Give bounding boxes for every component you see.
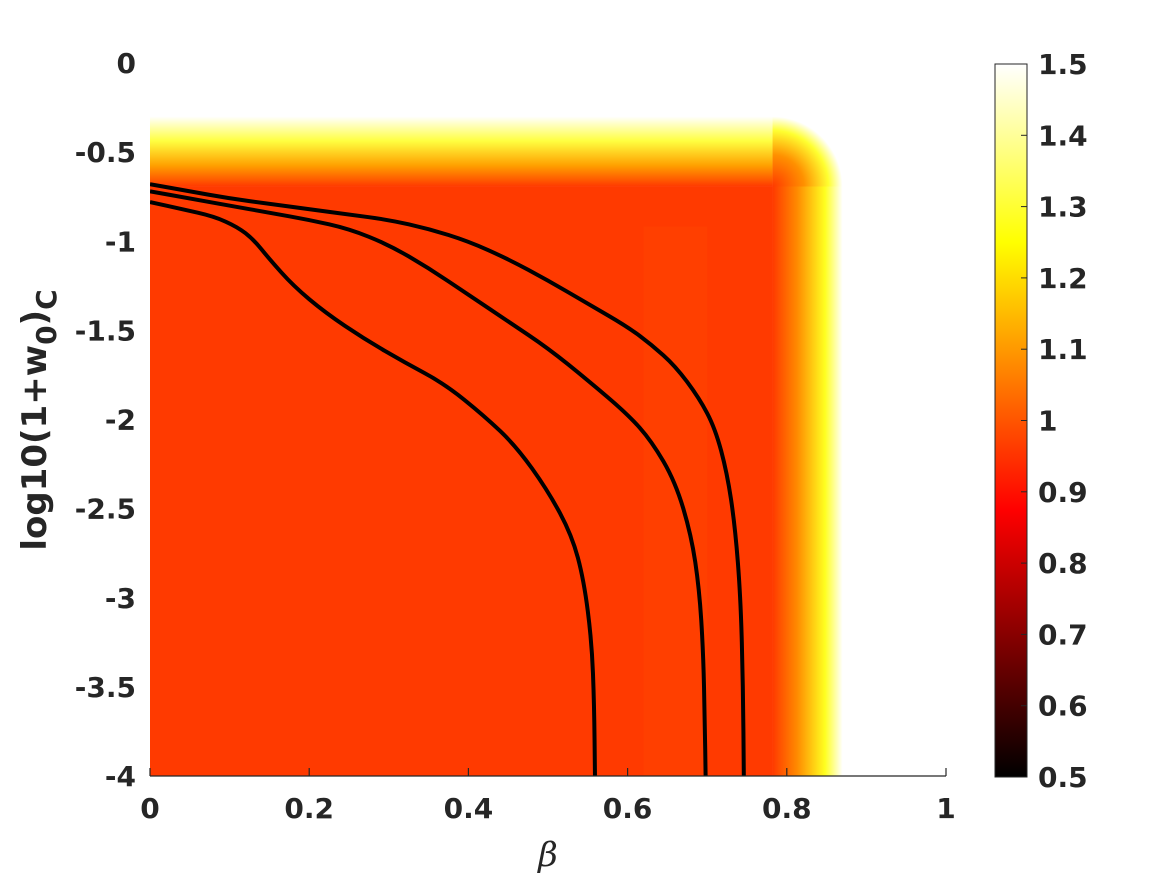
y-tick-label: -0.5 [75, 136, 136, 169]
x-tick-label: 0 [140, 792, 159, 825]
contour-line-3 [150, 200, 597, 776]
x-axis-label: β [536, 835, 558, 875]
colorbar-tick-label: 0.9 [1038, 476, 1088, 509]
field-core [150, 186, 773, 776]
y-tick-label: -2 [105, 404, 136, 437]
x-tick-label: 0.6 [603, 792, 653, 825]
field-top-band [150, 116, 773, 187]
contour-line-1 [150, 182, 746, 776]
y-tick-label: -1 [105, 225, 136, 258]
field-shade-band [643, 226, 708, 776]
x-tick-label: 0.2 [284, 792, 334, 825]
contour-lines [150, 182, 746, 776]
x-tick-label: 1 [936, 792, 955, 825]
colorbar-tick-label: 1.3 [1038, 191, 1088, 224]
colorbar-tick-label: 0.5 [1038, 761, 1088, 794]
x-tick-label: 0.4 [444, 792, 494, 825]
colorbar-tick-label: 0.8 [1038, 547, 1088, 580]
axes: 0 0.2 0.4 0.6 0.8 1 0 -0.5 -1 -1.5 -2 -2.5 -3 -3.5 -4 [75, 47, 956, 825]
colorbar-tick-label: 1.2 [1038, 262, 1088, 295]
y-tick-label: -4 [105, 760, 136, 793]
y-tick-label: -1.5 [75, 314, 136, 347]
colorbar-tick-label: 0.6 [1038, 690, 1088, 723]
colorbar-tick-label: 1 [1038, 405, 1057, 438]
field-corner [772, 116, 843, 187]
y-axis-label: log10(1+w0)C [15, 289, 63, 550]
field-right-band [772, 186, 843, 776]
colorbar-tick-label: 1.5 [1038, 48, 1088, 81]
heatmap-field [150, 63, 946, 776]
y-tick-label: 0 [117, 47, 136, 80]
y-tick-label: -3.5 [75, 671, 136, 704]
colorbar-tick-label: 1.1 [1038, 333, 1088, 366]
x-tick-label: 0.8 [762, 792, 812, 825]
y-tick-label: -2.5 [75, 493, 136, 526]
contour-line-2 [150, 189, 708, 776]
y-tick-label: -3 [105, 582, 136, 615]
colorbar: 1.5 1.4 1.3 1.2 1.1 1 0.9 0.8 0.7 0.6 0.5 [994, 48, 1088, 794]
colorbar-tick-label: 0.7 [1038, 618, 1088, 651]
colorbar-tick-label: 1.4 [1038, 119, 1088, 152]
